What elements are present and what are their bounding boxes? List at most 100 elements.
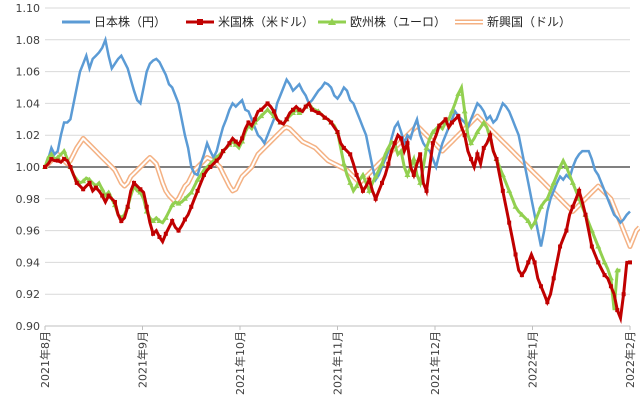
series-1-point [392,141,397,146]
y-tick-label: 1.08 [16,34,41,47]
series-line-emerging-inner [44,115,640,248]
series-1-point [386,161,391,166]
series-1-point [93,185,98,190]
series-lines [42,35,640,325]
series-2-point [340,160,347,166]
series-2-point [232,141,239,147]
series-1-point [106,193,111,198]
series-1-point [348,152,353,157]
series-1-point [303,104,308,109]
series-1-point [81,187,86,192]
series-2-point [162,214,169,220]
series-1-point [360,188,365,193]
legend-marker-square [197,19,203,25]
series-1-point [74,180,79,185]
series-2-point [385,144,392,150]
series-1-point [373,196,378,201]
series-1-point [341,145,346,150]
legend: 日本株（円） 米国株（米ドル） 欧州株（ユーロ） 新興国（ドル） [62,14,571,29]
series-1-point [157,234,162,239]
series-1-point [335,130,340,135]
series-2-point [601,259,608,265]
series-1-point [608,284,613,289]
y-tick-label: 1.06 [16,66,41,79]
series-2-point [557,164,564,169]
series-1-point [252,117,257,122]
x-tick-label: 2021年8月 [38,331,52,388]
legend-label: 日本株（円） [94,14,166,29]
series-1-point [424,188,429,193]
series-1-point [494,157,499,162]
series-1-point [170,219,175,224]
series-1-point [443,117,448,122]
series-1-point [297,107,302,112]
series-2-point [461,108,468,114]
series-1-point [583,212,588,217]
y-tick-label: 0.90 [16,320,41,333]
x-axis: 2021年8月 2021年9月 2021年10月 2021年11月 2021年12月 20… [38,325,637,395]
series-1-point [411,172,416,177]
series-1-point [259,107,264,112]
series-1-point [151,231,156,236]
series-2-point [512,203,519,209]
x-tick-label: 2021年12月 [428,331,442,395]
series-2-point [455,90,462,96]
series-1-point [201,172,206,177]
series-1-point [87,180,92,185]
y-tick-label: 1.02 [16,129,41,142]
series-2-point [181,195,188,201]
series-2-point [105,189,112,195]
series-1-point [221,149,226,154]
series-1-point [163,231,168,236]
series-1-point [265,101,270,106]
series-2-point [614,267,621,273]
series-2-point [525,218,532,224]
series-2-point [296,109,303,115]
series-1-point [214,158,219,163]
series-line-0 [43,35,631,247]
series-1-point [189,204,194,209]
y-tick-label: 1.10 [16,2,41,15]
series-2-point [188,189,195,195]
series-2-point [99,186,106,192]
series-2-point [359,171,366,177]
series-1-point [513,252,518,257]
series-1-point [519,273,524,278]
series-1-point [329,120,334,125]
series-1-point [246,120,251,125]
series-1-point [449,120,454,125]
series-1-point [380,180,385,185]
series-1-point [55,158,60,163]
series-1-point [100,193,105,198]
series-1-point [418,152,423,157]
series-2-point [347,179,354,185]
y-tick-label: 0.96 [16,225,41,238]
series-1-point [367,177,372,182]
series-1-point [500,188,505,193]
series-2-point [80,178,87,184]
series-1-point [208,165,213,169]
x-tick-label: 2021年11月 [331,331,345,395]
series-2-point [423,144,430,150]
series-1-point [564,228,569,233]
series-1-point [233,139,238,144]
series-1-point [399,136,404,141]
series-1-point [558,244,563,249]
series-1-point [112,199,117,204]
y-axis: 0.90 0.92 0.94 0.96 0.98 1.00 1.02 1.04 1.06 1.08… [16,2,41,333]
series-2-point [61,148,68,154]
series-2-point [595,243,602,249]
series-2-point [417,179,424,185]
series-1-point [125,204,130,209]
x-tick-label: 2022年1月 [526,331,540,388]
series-1-point [481,145,486,150]
series-2-point [518,211,525,217]
series-2-point [404,171,411,177]
x-tick-label: 2021年10月 [233,331,247,395]
y-tick-label: 1.04 [16,97,41,110]
series-1-point [290,107,295,112]
series-2-point [474,129,481,135]
y-tick-label: 0.98 [16,193,41,206]
series-2-point [137,189,144,195]
